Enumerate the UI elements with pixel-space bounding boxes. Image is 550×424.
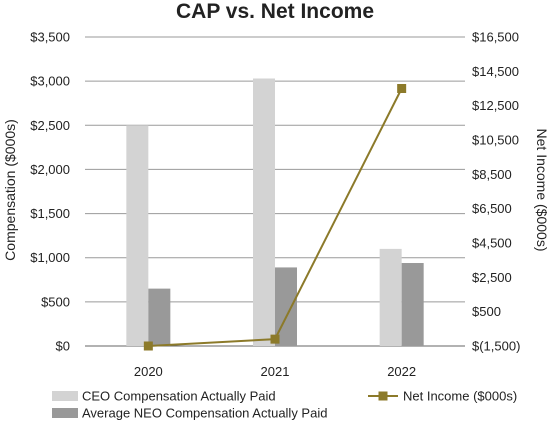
net-income-line: [143, 84, 407, 351]
right-tick-label: $10,500: [472, 133, 519, 148]
legend-swatch-ceo: [52, 391, 78, 401]
legend: CEO Compensation Actually Paid Average NE…: [52, 389, 517, 421]
net-income-point: [397, 84, 407, 93]
left-axis-ticks: $0 $500 $1,000 $1,500 $2,000 $2,500 $3,000 $3,5…: [30, 30, 70, 354]
right-tick-label: $2,500: [472, 270, 512, 285]
right-axis-ticks: $(1,500) $500 $2,500 $4,500 $6,500 $8,500 $10,…: [472, 30, 520, 354]
left-tick-label: $1,500: [30, 206, 70, 221]
left-tick-label: $2,500: [30, 118, 70, 133]
bars: [126, 78, 424, 347]
left-tick-label: $3,000: [30, 74, 70, 89]
left-tick-label: $3,500: [30, 30, 70, 45]
right-axis-label: Net Income ($000s): [534, 129, 550, 252]
left-tick-label: $500: [41, 294, 70, 309]
bar-ceo: [126, 125, 149, 347]
x-tick-label: 2021: [261, 364, 290, 379]
bar-ceo: [253, 78, 275, 346]
legend-label-ceo: CEO Compensation Actually Paid: [82, 389, 276, 404]
right-tick-label: $12,500: [472, 98, 519, 113]
right-tick-label: $16,500: [472, 30, 519, 45]
right-tick-label: $4,500: [472, 236, 512, 251]
legend-label-neo: Average NEO Compensation Actually Paid: [82, 406, 327, 421]
right-tick-label: $(1,500): [472, 339, 520, 354]
bar-ceo: [379, 248, 402, 346]
left-tick-label: $2,000: [30, 162, 70, 177]
legend-label-net-income: Net Income ($000s): [403, 389, 517, 404]
right-tick-label: $8,500: [472, 167, 512, 182]
x-tick-label: 2020: [134, 364, 163, 379]
left-axis-label: Compensation ($000s): [2, 119, 18, 261]
bar-neo: [401, 263, 424, 346]
right-tick-label: $6,500: [472, 201, 512, 216]
x-tick-label: 2022: [387, 364, 416, 379]
bar-neo: [148, 288, 171, 346]
legend-swatch-neo: [52, 408, 78, 418]
net-income-point: [143, 341, 153, 351]
left-tick-label: $0: [56, 339, 70, 354]
net-income-point: [270, 334, 280, 344]
right-tick-label: $14,500: [472, 64, 519, 79]
chart-title: CAP vs. Net Income: [176, 0, 374, 23]
x-axis-ticks: 2020 2021 2022: [134, 364, 416, 379]
legend-marker-net-income: [378, 391, 388, 401]
right-tick-label: $500: [472, 304, 501, 319]
left-tick-label: $1,000: [30, 250, 70, 265]
